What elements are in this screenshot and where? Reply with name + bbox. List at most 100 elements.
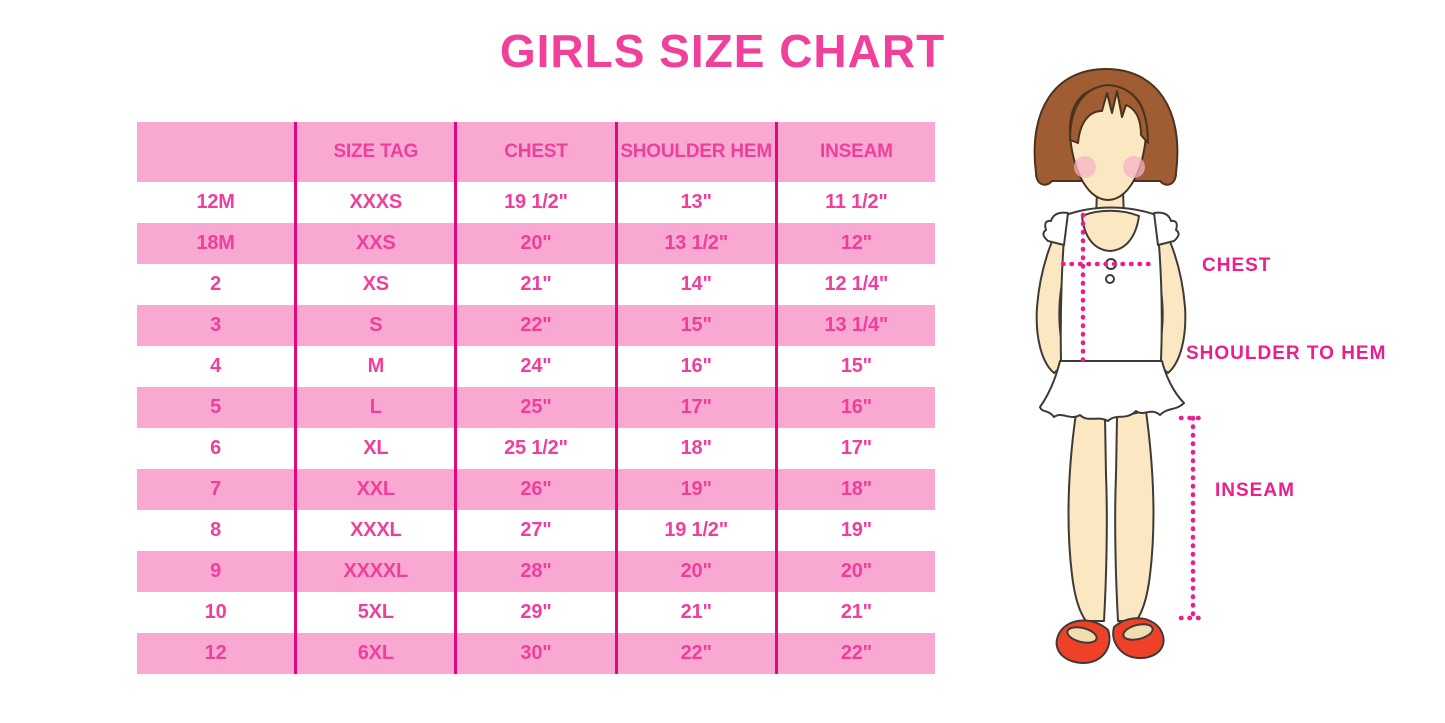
- table-cell: 22": [614, 633, 777, 674]
- header-cell: SHOULDER HEM: [614, 122, 777, 182]
- table-row: 18M XXS 20" 13 1/2" 12": [137, 223, 935, 264]
- table-cell: 6XL: [294, 633, 456, 674]
- table-cell: 27": [454, 510, 617, 551]
- table-cell: S: [294, 305, 456, 346]
- table-cell: 24": [454, 346, 617, 387]
- girl-left-shoe: [1055, 619, 1111, 664]
- table-row: 3 S 22" 15" 13 1/4": [137, 305, 935, 346]
- header-cell: INSEAM: [774, 122, 935, 182]
- table-cell: 11 1/2": [774, 182, 935, 223]
- girl-bangs: [1069, 84, 1149, 144]
- table-cell: XXXL: [294, 510, 456, 551]
- size-cell: 3: [137, 305, 296, 346]
- girl-measurement-diagram: CHEST SHOULDER TO HEM INSEAM: [1033, 68, 1386, 664]
- girl-left-blush: [1074, 156, 1096, 178]
- size-cell: 12M: [137, 182, 296, 223]
- table-cell: 12 1/4": [774, 264, 935, 305]
- size-cell: 8: [137, 510, 296, 551]
- table-cell: 21": [774, 592, 935, 633]
- size-cell: 5: [137, 387, 296, 428]
- table-cell: XXXXL: [294, 551, 456, 592]
- table-cell: 29": [454, 592, 617, 633]
- table-row: 8 XXXL 27" 19 1/2" 19": [137, 510, 935, 551]
- table-cell: 13 1/4": [774, 305, 935, 346]
- table-header: SIZE TAG CHEST SHOULDER HEM INSEAM: [137, 122, 935, 182]
- table-cell: 25 1/2": [454, 428, 617, 469]
- table-cell: 14": [614, 264, 777, 305]
- size-cell: 9: [137, 551, 296, 592]
- table-row: 6 XL 25 1/2" 18" 17": [137, 428, 935, 469]
- table-cell: 19": [614, 469, 777, 510]
- table-cell: 22": [774, 633, 935, 674]
- table-row: 9 XXXXL 28" 20" 20": [137, 551, 935, 592]
- table-cell: 17": [774, 428, 935, 469]
- table-row: 7 XXL 26" 19" 18": [137, 469, 935, 510]
- table-cell: XL: [294, 428, 456, 469]
- table-cell: 21": [454, 264, 617, 305]
- girl-top-button-2: [1105, 274, 1115, 284]
- table-cell: 26": [454, 469, 617, 510]
- table-cell: 20": [614, 551, 777, 592]
- girl-left-leg: [1067, 412, 1108, 622]
- table-row: 12M XXXS 19 1/2" 13" 11 1/2": [137, 182, 935, 223]
- size-cell: 2: [137, 264, 296, 305]
- girls-size-table: SIZE TAG CHEST SHOULDER HEM INSEAM 12M XXXS 1…: [137, 122, 935, 674]
- table-row: 5 L 25" 17" 16": [137, 387, 935, 428]
- girl-skirt: [1039, 360, 1185, 422]
- table-cell: 30": [454, 633, 617, 674]
- size-cell: 10: [137, 592, 296, 633]
- table-cell: 5XL: [294, 592, 456, 633]
- table-cell: 13": [614, 182, 777, 223]
- girl-neckline: [1081, 209, 1140, 252]
- table-cell: 20": [454, 223, 617, 264]
- table-cell: 15": [774, 346, 935, 387]
- shoulder-to-hem-label: SHOULDER TO HEM: [1186, 343, 1386, 364]
- girl-left-ruffle: [1042, 211, 1069, 246]
- table-cell: M: [294, 346, 456, 387]
- table-cell: L: [294, 387, 456, 428]
- table-cell: 12": [774, 223, 935, 264]
- table-row: 10 5XL 29" 21" 21": [137, 592, 935, 633]
- table-cell: XXS: [294, 223, 456, 264]
- table-row: 4 M 24" 16" 15": [137, 346, 935, 387]
- size-cell: 6: [137, 428, 296, 469]
- page-title: GIRLS SIZE CHART: [499, 25, 946, 77]
- header-cell: SIZE TAG: [294, 122, 456, 182]
- girl-right-shoe: [1112, 617, 1165, 660]
- table-row: 12 6XL 30" 22" 22": [137, 633, 935, 674]
- table-cell: 18": [614, 428, 777, 469]
- table-cell: 18": [774, 469, 935, 510]
- size-cell: 12: [137, 633, 296, 674]
- girl-right-ruffle: [1153, 211, 1180, 246]
- table-cell: 22": [454, 305, 617, 346]
- table-cell: 19 1/2": [614, 510, 777, 551]
- inseam-label: INSEAM: [1215, 480, 1295, 501]
- table-row: 2 XS 21" 14" 12 1/4": [137, 264, 935, 305]
- table-cell: 19 1/2": [454, 182, 617, 223]
- table-cell: 17": [614, 387, 777, 428]
- table-cell: 16": [614, 346, 777, 387]
- chest-label: CHEST: [1202, 255, 1271, 276]
- table-cell: 28": [454, 551, 617, 592]
- table-header-row: SIZE TAG CHEST SHOULDER HEM INSEAM: [137, 122, 935, 182]
- girl-right-blush: [1123, 156, 1145, 178]
- size-cell: 4: [137, 346, 296, 387]
- table-cell: 25": [454, 387, 617, 428]
- table-cell: 16": [774, 387, 935, 428]
- size-cell: 18M: [137, 223, 296, 264]
- table-cell: 21": [614, 592, 777, 633]
- table-cell: 20": [774, 551, 935, 592]
- header-cell: CHEST: [454, 122, 617, 182]
- table-body: 12M XXXS 19 1/2" 13" 11 1/2" 18M XXS 20" 13 1/2"…: [137, 182, 935, 674]
- table-cell: 15": [614, 305, 777, 346]
- table-cell: XS: [294, 264, 456, 305]
- table-cell: XXXS: [294, 182, 456, 223]
- table-cell: 19": [774, 510, 935, 551]
- girl-right-leg: [1114, 410, 1155, 622]
- header-cell: [137, 122, 296, 182]
- table-cell: 13 1/2": [614, 223, 777, 264]
- table-cell: XXL: [294, 469, 456, 510]
- girl-top-bodice: [1059, 206, 1163, 362]
- size-cell: 7: [137, 469, 296, 510]
